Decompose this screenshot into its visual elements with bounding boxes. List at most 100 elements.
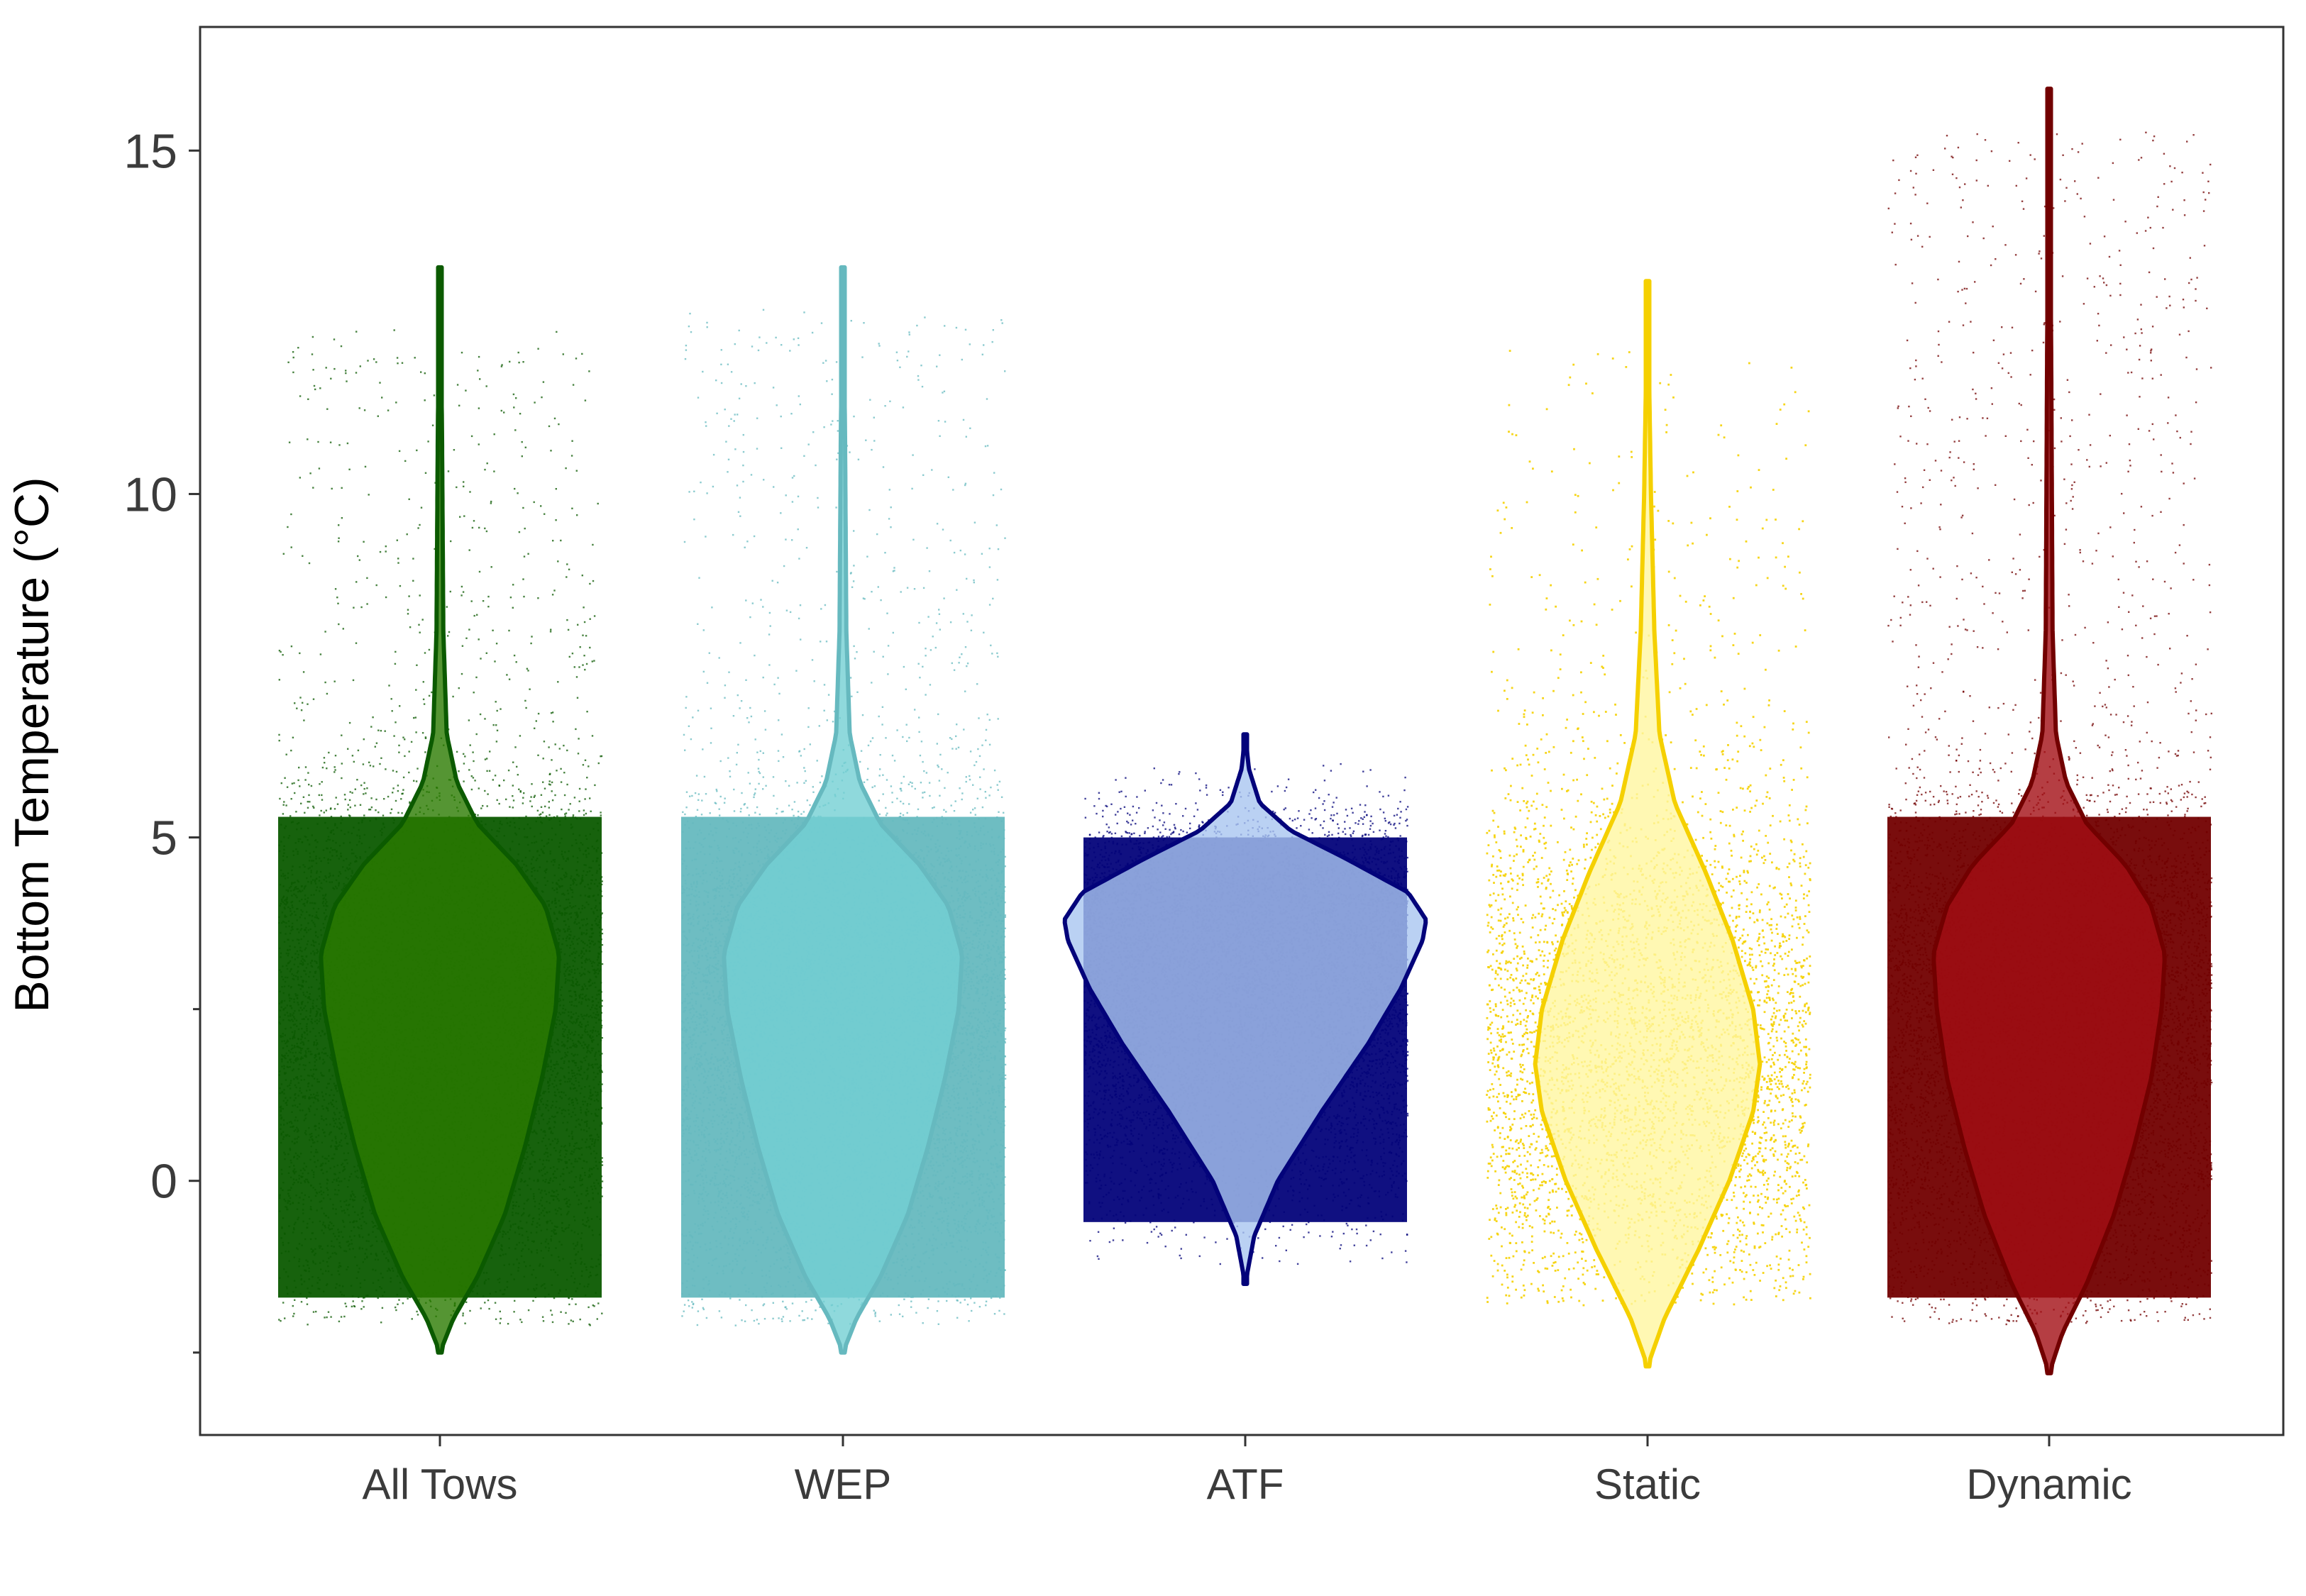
data-point: [288, 1195, 289, 1197]
data-point: [588, 1127, 590, 1129]
data-point: [537, 850, 539, 851]
data-point: [579, 1177, 580, 1179]
data-point: [548, 838, 549, 840]
data-point: [551, 861, 552, 863]
data-point: [584, 798, 585, 799]
data-point: [316, 1151, 318, 1153]
data-point: [294, 914, 296, 916]
data-point: [499, 823, 500, 824]
data-point: [580, 1003, 582, 1004]
data-point: [305, 1130, 307, 1131]
data-point: [365, 466, 366, 467]
data-point: [537, 810, 539, 811]
data-point: [548, 426, 550, 427]
data-point: [302, 955, 303, 957]
data-point: [514, 1278, 515, 1280]
data-point: [298, 1009, 299, 1011]
data-point: [306, 877, 307, 879]
data-point: [558, 867, 559, 868]
data-point: [347, 1163, 348, 1164]
data-point: [308, 1040, 309, 1041]
data-point: [322, 1224, 324, 1225]
data-point: [519, 413, 521, 414]
data-point: [594, 1185, 595, 1187]
data-point: [600, 1125, 601, 1126]
data-point: [309, 856, 311, 858]
data-point: [574, 1160, 575, 1162]
data-point: [555, 743, 556, 745]
data-point: [385, 1258, 387, 1259]
data-point: [285, 1007, 286, 1009]
data-point: [594, 1141, 595, 1143]
data-point: [316, 1059, 317, 1060]
data-point: [526, 1151, 528, 1153]
data-point: [592, 875, 593, 876]
data-point: [323, 1291, 324, 1292]
data-point: [314, 1156, 315, 1157]
data-point: [311, 1019, 312, 1020]
data-point: [360, 1287, 361, 1288]
data-point: [309, 902, 311, 904]
data-point: [491, 1257, 492, 1258]
data-point: [531, 858, 533, 860]
data-point: [585, 854, 587, 855]
data-point: [546, 860, 548, 862]
data-point: [473, 692, 475, 693]
data-point: [540, 833, 541, 834]
data-point: [304, 888, 305, 890]
data-point: [346, 1199, 347, 1201]
data-point: [592, 828, 594, 829]
data-point: [578, 1119, 579, 1120]
data-point: [302, 1204, 304, 1205]
data-point: [309, 472, 311, 474]
data-point: [581, 1154, 583, 1156]
data-point: [561, 951, 562, 953]
data-point: [559, 1096, 561, 1097]
data-point: [573, 816, 574, 818]
data-point: [369, 1209, 370, 1211]
data-point: [360, 1225, 362, 1226]
data-point: [288, 1173, 289, 1174]
data-point: [413, 780, 414, 782]
data-point: [283, 1124, 285, 1125]
data-point: [334, 823, 336, 824]
data-point: [293, 1165, 294, 1166]
data-point: [509, 1263, 510, 1265]
data-point: [600, 1065, 602, 1066]
data-point: [281, 1058, 282, 1060]
data-point: [298, 1260, 299, 1262]
data-point: [307, 704, 308, 705]
data-point: [539, 1107, 540, 1108]
data-point: [424, 751, 426, 753]
data-point: [392, 787, 394, 789]
data-point: [385, 731, 386, 732]
data-point: [503, 1293, 504, 1295]
data-point: [351, 870, 353, 872]
data-point: [560, 1155, 561, 1156]
data-point: [398, 745, 399, 746]
data-point: [358, 829, 360, 831]
data-point: [574, 1181, 575, 1182]
data-point: [316, 887, 318, 888]
data-point: [302, 890, 303, 891]
data-point: [505, 1233, 507, 1234]
data-point: [575, 1245, 576, 1246]
data-point: [579, 835, 580, 836]
data-point: [550, 450, 551, 451]
data-point: [519, 1195, 521, 1196]
data-point: [576, 676, 578, 677]
data-point: [297, 780, 299, 781]
data-point: [313, 1174, 314, 1175]
data-point: [307, 1260, 309, 1262]
data-point: [566, 1289, 567, 1290]
data-point: [280, 824, 282, 826]
data-point: [587, 1024, 589, 1026]
data-point: [326, 409, 328, 410]
data-point: [495, 1291, 497, 1292]
data-point: [311, 1170, 313, 1171]
data-point: [575, 1158, 576, 1160]
data-point: [584, 968, 585, 970]
data-point: [328, 836, 329, 837]
data-point: [586, 1221, 587, 1222]
data-point: [595, 1265, 597, 1267]
